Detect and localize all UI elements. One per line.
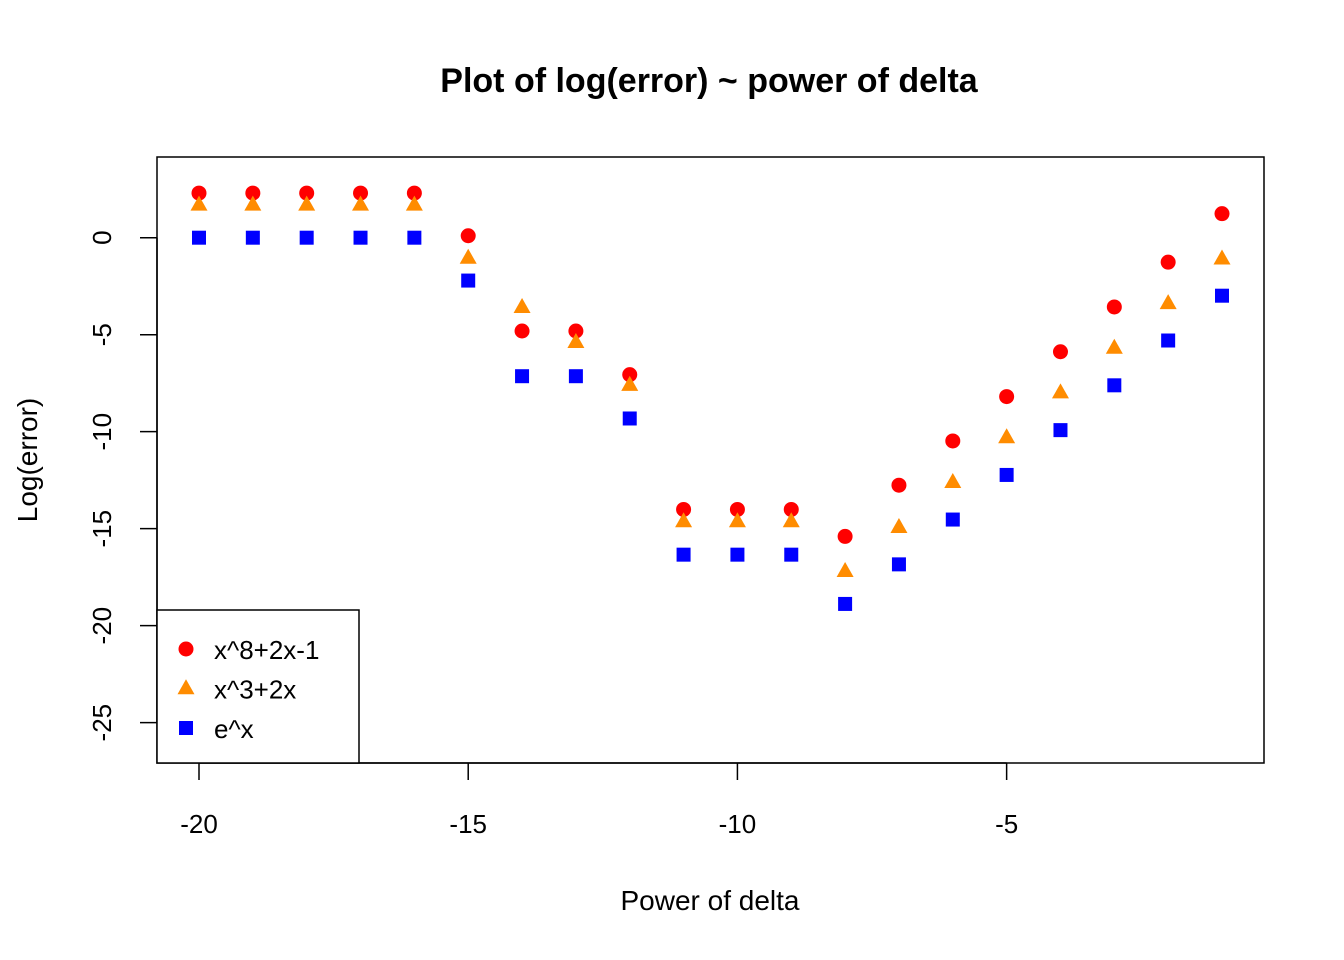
data-point	[568, 369, 583, 384]
chart-title: Plot of log(error) ~ power of delta	[440, 62, 979, 100]
y-axis-label: Log(error)	[12, 398, 43, 522]
data-point	[405, 195, 423, 211]
data-point	[353, 185, 369, 201]
data-point	[1052, 344, 1068, 360]
series-e-x	[191, 230, 1230, 611]
data-point	[1107, 378, 1122, 393]
legend-symbol	[178, 641, 194, 657]
y-tick-label: 0	[87, 230, 117, 244]
data-point	[513, 298, 531, 314]
data-point	[407, 230, 422, 245]
data-point	[891, 477, 907, 493]
data-point	[1215, 288, 1230, 303]
y-tick-label: -10	[87, 413, 117, 451]
data-point	[459, 248, 477, 264]
data-point	[406, 185, 422, 201]
data-point	[999, 467, 1014, 482]
legend-symbol	[179, 721, 193, 735]
data-point	[944, 473, 962, 489]
data-point	[515, 369, 530, 384]
data-point	[514, 323, 530, 339]
data-point	[299, 230, 314, 245]
data-point	[567, 332, 585, 348]
data-point	[999, 389, 1015, 405]
data-point	[622, 411, 637, 426]
data-point	[460, 228, 476, 244]
data-point	[621, 375, 639, 391]
data-point	[245, 185, 261, 201]
data-point	[728, 512, 746, 528]
y-tick-label: -20	[87, 607, 117, 645]
x-tick-label: -5	[995, 809, 1018, 839]
legend-symbol	[177, 679, 195, 695]
data-point	[782, 512, 800, 528]
data-point	[1105, 338, 1123, 354]
data-point	[245, 230, 260, 245]
data-point	[190, 195, 208, 211]
data-points	[190, 185, 1231, 611]
data-point	[676, 547, 691, 562]
data-point	[622, 367, 638, 383]
data-point	[998, 428, 1016, 444]
y-tick-label: -5	[87, 323, 117, 346]
data-point	[461, 273, 476, 288]
x-tick-label: -15	[449, 809, 487, 839]
data-point	[890, 518, 908, 534]
data-point	[1106, 299, 1122, 315]
series-x-8-2x-1	[191, 185, 1230, 544]
data-point	[784, 547, 799, 562]
data-point	[945, 433, 961, 449]
x-tick-label: -20	[180, 809, 218, 839]
data-point	[191, 185, 207, 201]
data-point	[730, 547, 745, 562]
data-point	[191, 230, 206, 245]
data-point	[1213, 249, 1231, 265]
series-x-3-2x	[190, 195, 1231, 578]
legend-label: e^x	[214, 714, 254, 744]
data-point	[675, 512, 693, 528]
x-tick-label: -10	[719, 809, 757, 839]
data-point	[1161, 333, 1176, 348]
legend-label: x^8+2x-1	[214, 635, 319, 665]
legend-box	[156, 609, 360, 764]
y-tick-label: -25	[87, 704, 117, 742]
data-point	[299, 185, 315, 201]
data-point	[783, 501, 799, 517]
data-point	[244, 195, 262, 211]
y-tick-label: -15	[87, 510, 117, 548]
legend: x^8+2x-1 x^3+2x e^x	[156, 609, 360, 764]
data-point	[1214, 206, 1230, 222]
data-point	[1051, 383, 1069, 399]
legend-label: x^3+2x	[214, 675, 296, 705]
data-point	[1053, 423, 1068, 438]
data-point	[676, 501, 692, 517]
data-point	[836, 562, 854, 578]
x-axis-label: Power of delta	[621, 885, 800, 916]
data-point	[945, 512, 960, 527]
data-point	[1160, 254, 1176, 270]
data-point	[298, 195, 316, 211]
data-point	[1159, 294, 1177, 310]
data-point	[838, 596, 853, 611]
data-point	[729, 501, 745, 517]
data-point	[352, 195, 370, 211]
y-axis: 0 -5 -10 -15 -20 -25	[87, 230, 158, 742]
data-point	[568, 323, 584, 339]
data-point	[353, 230, 368, 245]
data-point	[837, 528, 853, 544]
data-point	[891, 557, 906, 572]
x-axis: -20 -15 -10 -5	[180, 762, 1018, 839]
